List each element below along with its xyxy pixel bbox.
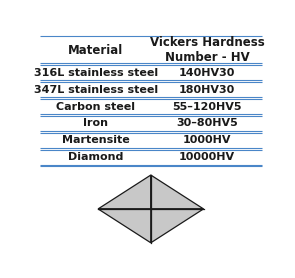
Text: 347L stainless steel: 347L stainless steel bbox=[34, 85, 158, 95]
Text: Carbon steel: Carbon steel bbox=[56, 101, 135, 111]
Polygon shape bbox=[151, 175, 204, 209]
Text: 30–80HV5: 30–80HV5 bbox=[176, 118, 238, 128]
Text: 140HV30: 140HV30 bbox=[179, 68, 235, 78]
Text: 10000HV: 10000HV bbox=[179, 152, 235, 162]
Polygon shape bbox=[98, 175, 151, 209]
Text: Vickers Hardness
Number - HV: Vickers Hardness Number - HV bbox=[150, 36, 264, 64]
Text: Martensite: Martensite bbox=[62, 135, 130, 145]
Polygon shape bbox=[98, 209, 151, 243]
Text: 1000HV: 1000HV bbox=[183, 135, 231, 145]
Text: 55–120HV5: 55–120HV5 bbox=[172, 101, 242, 111]
Polygon shape bbox=[151, 209, 204, 243]
Text: Material: Material bbox=[68, 44, 123, 57]
Text: Diamond: Diamond bbox=[68, 152, 124, 162]
Text: 316L stainless steel: 316L stainless steel bbox=[34, 68, 158, 78]
Text: 180HV30: 180HV30 bbox=[179, 85, 235, 95]
Text: Iron: Iron bbox=[83, 118, 108, 128]
